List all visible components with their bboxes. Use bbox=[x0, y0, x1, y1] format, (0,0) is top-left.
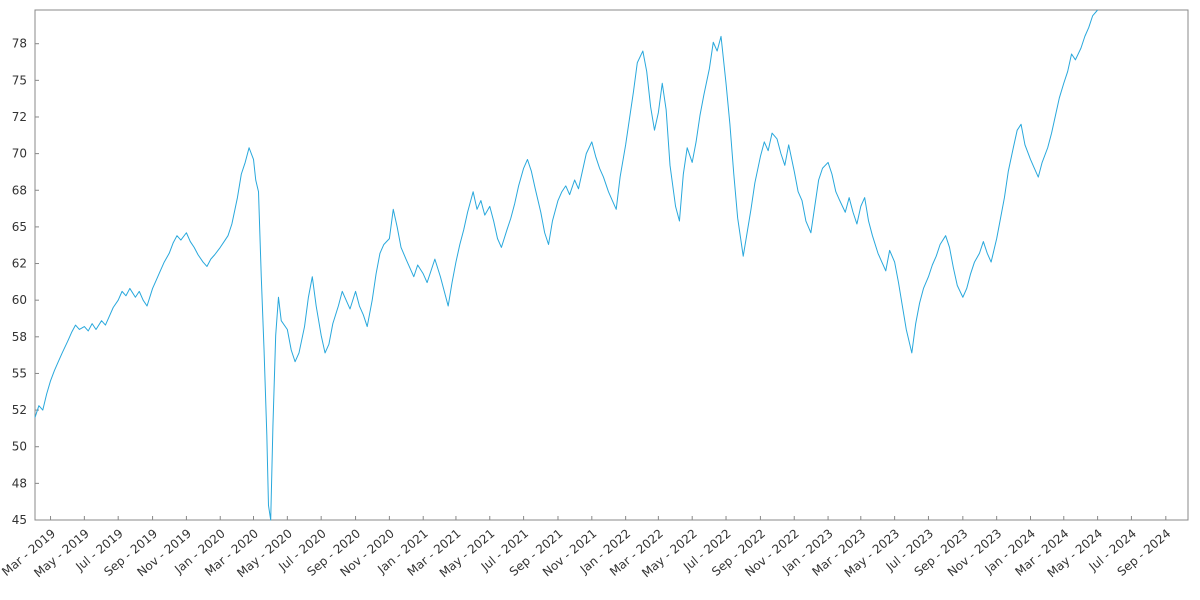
y-tick-label: 52 bbox=[12, 403, 27, 417]
y-tick-label: 75 bbox=[12, 73, 27, 87]
y-tick-label: 72 bbox=[12, 110, 27, 124]
y-tick-label: 60 bbox=[12, 293, 27, 307]
y-tick-label: 65 bbox=[12, 220, 27, 234]
y-axis: 45 48 50 52 55 58 60 62 65 68 70 72 75 78 bbox=[12, 37, 39, 527]
y-tick-label: 55 bbox=[12, 366, 27, 380]
y-tick-label: 68 bbox=[12, 183, 27, 197]
y-tick-label: 78 bbox=[12, 37, 27, 51]
series-layer bbox=[34, 9, 1098, 521]
plot-area-frame bbox=[34, 9, 1189, 521]
y-tick-label: 70 bbox=[12, 147, 27, 161]
series-line bbox=[34, 9, 1098, 521]
y-tick-label: 58 bbox=[12, 330, 27, 344]
y-tick-label: 48 bbox=[12, 476, 27, 490]
y-tick-label: 50 bbox=[12, 440, 27, 454]
y-tick-label: 62 bbox=[12, 257, 27, 271]
y-tick-label: 45 bbox=[12, 513, 27, 527]
